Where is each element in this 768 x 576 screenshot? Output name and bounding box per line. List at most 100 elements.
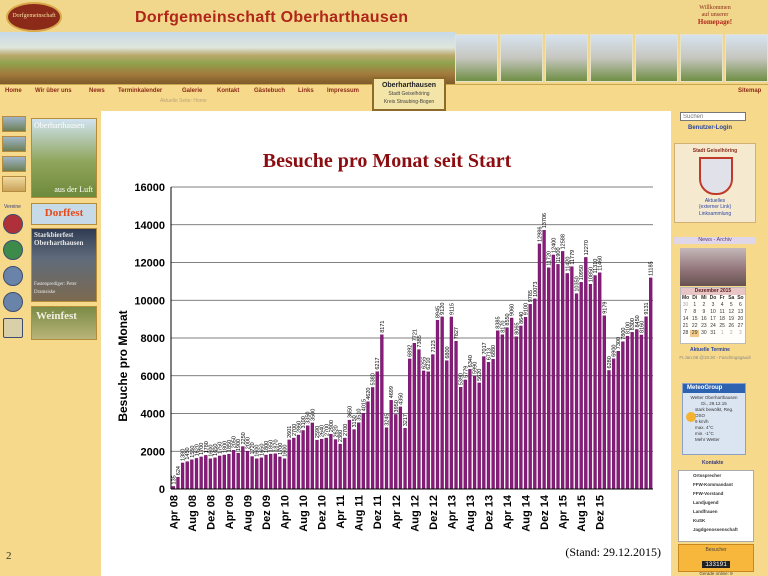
- calendar-day[interactable]: 2: [729, 330, 733, 336]
- news-archive-header[interactable]: News - Archiv: [674, 237, 756, 244]
- contact-item[interactable]: KuSK: [693, 518, 706, 523]
- calendar-day[interactable]: 30: [682, 302, 689, 308]
- contact-item[interactable]: Jagdgenossenschaft: [693, 527, 738, 532]
- y-tick-label: 6000: [141, 371, 165, 383]
- aerial-photo-banner[interactable]: Oberharthausen aus der Luft: [31, 118, 97, 198]
- contact-item[interactable]: Landjugend: [693, 500, 719, 505]
- side-photo-icon[interactable]: [2, 136, 26, 152]
- calendar-day[interactable]: 28: [682, 330, 689, 336]
- calendar-day[interactable]: 16: [701, 316, 707, 322]
- calendar-day[interactable]: 2: [702, 302, 706, 308]
- contact-item[interactable]: Ortssprecher: [693, 473, 722, 478]
- antlers-icon[interactable]: [3, 318, 23, 338]
- contact-item[interactable]: Landfrauen: [693, 509, 718, 514]
- photo-thumb[interactable]: [590, 34, 633, 82]
- nav-contact[interactable]: Kontakt: [217, 88, 240, 94]
- calendar-day[interactable]: 23: [701, 323, 707, 329]
- calendar-day[interactable]: 6: [739, 302, 742, 308]
- weather-widget[interactable]: MeteoGroup Wetter Oberharthausen Di., 29…: [682, 383, 746, 455]
- calendar-day[interactable]: 19: [728, 316, 735, 322]
- news-photo[interactable]: [680, 248, 746, 286]
- calendar-day[interactable]: 31: [710, 330, 716, 336]
- photo-thumb[interactable]: [680, 34, 723, 82]
- events-link[interactable]: Aktuelle Termine: [690, 347, 730, 353]
- calendar-day[interactable]: 25: [719, 323, 725, 329]
- calendar-day[interactable]: 3: [739, 330, 742, 336]
- bar-data-label: 1800: [222, 441, 228, 453]
- bar-data-label: 10073: [533, 282, 539, 297]
- club-crest-icon[interactable]: [3, 240, 23, 260]
- bar-data-label: 9785: [528, 290, 534, 302]
- calendar-day[interactable]: 29: [690, 330, 700, 337]
- next-event[interactable]: Fr.Jan.08 @19:30 - Faschingsgaudi: [679, 355, 751, 360]
- calendar-day[interactable]: 30: [701, 330, 707, 336]
- chart-bar: [241, 446, 245, 490]
- calendar-day[interactable]: 22: [691, 323, 698, 329]
- nav-calendar[interactable]: Terminkalender: [118, 88, 163, 94]
- bar-data-label: 7123: [431, 340, 437, 352]
- calendar-day[interactable]: 1: [693, 302, 697, 308]
- calendar-day[interactable]: 20: [737, 316, 744, 322]
- calendar-day[interactable]: 1: [720, 330, 724, 336]
- chart-bar: [445, 360, 449, 490]
- nav-sitemap[interactable]: Sitemap: [738, 88, 762, 94]
- chart-bar: [542, 230, 546, 490]
- chart-bar: [551, 254, 555, 490]
- calendar-day[interactable]: 5: [729, 302, 733, 308]
- club-crest-icon[interactable]: [3, 214, 23, 234]
- photo-thumb[interactable]: [455, 34, 498, 82]
- side-photo-icon[interactable]: [2, 176, 26, 192]
- photo-thumb[interactable]: [635, 34, 678, 82]
- contact-item[interactable]: FFW-Vorstand: [693, 491, 724, 496]
- municipality-news-link[interactable]: Aktuelles (externer Link): [675, 198, 755, 210]
- calendar-day[interactable]: 18: [719, 316, 725, 322]
- dorffest-banner[interactable]: Dorffest: [31, 203, 97, 225]
- nav-guestbook[interactable]: Gästebuch: [254, 88, 286, 94]
- nav-about[interactable]: Wir über uns: [35, 88, 72, 94]
- calendar-day[interactable]: 13: [737, 309, 744, 315]
- photo-thumb[interactable]: [725, 34, 768, 82]
- calendar-day[interactable]: 7: [684, 309, 687, 315]
- calendar-day[interactable]: 27: [737, 323, 744, 329]
- login-link[interactable]: Benutzer-Login: [688, 125, 732, 131]
- site-logo[interactable]: Dorfgemeinschaft: [6, 2, 62, 32]
- calendar-day[interactable]: 4: [720, 302, 724, 308]
- nav-home[interactable]: Home: [5, 88, 22, 94]
- bar-data-label: 2640: [320, 425, 326, 437]
- calendar-day[interactable]: 8: [693, 309, 697, 315]
- starkbierfest-banner[interactable]: Starkbierfest Oberharthausen Fastenpredi…: [31, 228, 97, 302]
- side-photo-icon[interactable]: [2, 156, 26, 172]
- photo-thumb[interactable]: [545, 34, 588, 82]
- calendar-day[interactable]: 10: [710, 309, 716, 315]
- calendar-month[interactable]: Dezember 2015: [681, 288, 745, 295]
- nav-news[interactable]: News: [89, 88, 105, 94]
- bar-data-label: 6713: [486, 348, 492, 360]
- calendar-day[interactable]: 9: [702, 309, 706, 315]
- calendar-day[interactable]: 24: [710, 323, 716, 329]
- calendar-day[interactable]: 14: [682, 316, 689, 322]
- bar-data-label: 7800: [621, 328, 627, 340]
- nav-imprint[interactable]: Impressum: [327, 88, 360, 94]
- calendar-day[interactable]: 15: [691, 316, 698, 322]
- bar-data-label: 1780: [204, 441, 210, 453]
- calendar-day[interactable]: 11: [719, 309, 725, 315]
- nav-gallery[interactable]: Galerie: [182, 88, 203, 94]
- chart-bar: [510, 317, 514, 490]
- photo-thumb[interactable]: [500, 34, 543, 82]
- x-tick-label: Apr 14: [502, 494, 514, 529]
- chart-bar: [472, 375, 477, 490]
- nav-links[interactable]: Links: [298, 88, 314, 94]
- calendar-day[interactable]: 17: [710, 316, 716, 322]
- calendar-day[interactable]: 12: [728, 309, 735, 315]
- link-collection-link[interactable]: Linksammlung: [698, 211, 732, 217]
- coat-of-arms-icon[interactable]: [699, 157, 733, 195]
- search-input[interactable]: [680, 112, 746, 121]
- calendar-day[interactable]: 3: [711, 302, 715, 308]
- contact-item[interactable]: FFW-Kommandant: [693, 482, 733, 487]
- club-crest-icon[interactable]: [3, 292, 23, 312]
- side-photo-icon[interactable]: [2, 116, 26, 132]
- weinfest-banner[interactable]: Weinfest: [31, 306, 97, 340]
- calendar-day[interactable]: 21: [682, 323, 689, 329]
- club-crest-icon[interactable]: [3, 266, 23, 286]
- calendar-day[interactable]: 26: [728, 323, 735, 329]
